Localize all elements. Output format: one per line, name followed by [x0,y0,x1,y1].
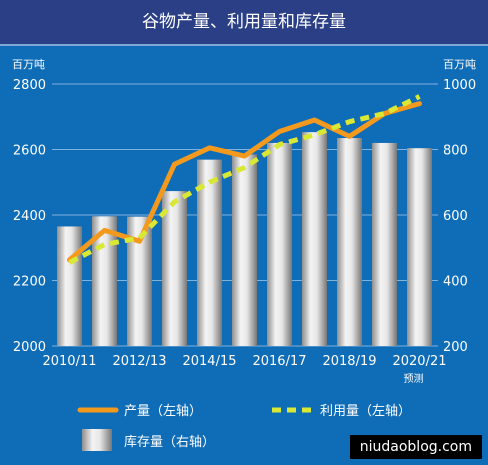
legend: 产量（左轴） 利用量（左轴） 库存量（右轴） [77,404,411,451]
legend-inventory-label: 库存量（右轴） [124,434,215,450]
right-tick-1000: 1000 [443,78,476,93]
watermark: niudaoblog.com [349,435,482,459]
bar-2013/14 [162,191,187,346]
bar-2016/17 [267,142,292,346]
x-tick-2016/17: 2016/17 [252,354,306,369]
chart-title: 谷物产量、利用量和库存量 [142,12,346,32]
bar-2019/20 [372,142,397,346]
left-tick-2000: 2000 [13,340,46,355]
forecast-note: 预测 [404,372,424,385]
legend-utilization-label: 利用量（左轴） [320,404,411,419]
bar-2018/19 [337,138,362,346]
inventory-bars [57,132,432,346]
legend-inventory-swatch [82,429,112,451]
bar-2017/18 [302,132,327,346]
x-tick-2018/19: 2018/19 [322,354,376,369]
right-tick-200: 200 [443,340,468,355]
x-tick-2012/13: 2012/13 [112,354,166,369]
right-tick-400: 400 [443,275,468,290]
left-tick-2400: 2400 [13,209,46,224]
left-axis-unit: 百万吨 [12,58,45,71]
utilization-line [68,94,421,265]
left-tick-2600: 2600 [13,144,46,159]
bar-2020/21 [407,148,432,346]
series-lines [67,94,422,265]
x-tick-2010/11: 2010/11 [42,354,96,369]
right-tick-600: 600 [443,209,468,224]
legend-production-label: 产量（左轴） [124,404,202,419]
x-tick-2014/15: 2014/15 [182,354,236,369]
bar-2010/11 [57,226,82,346]
left-tick-2200: 2200 [13,275,46,290]
title-bar [0,0,488,46]
right-tick-800: 800 [443,144,468,159]
right-axis-unit: 百万吨 [443,58,476,71]
axes: 百万吨 百万吨 2000 2200 2400 2600 2800 200 400 600 800 10… [12,58,476,385]
bar-2014/15 [197,159,222,346]
left-tick-2800: 2800 [13,78,46,93]
bar-2015/16 [232,154,257,346]
x-tick-2020/21: 2020/21 [392,354,446,369]
